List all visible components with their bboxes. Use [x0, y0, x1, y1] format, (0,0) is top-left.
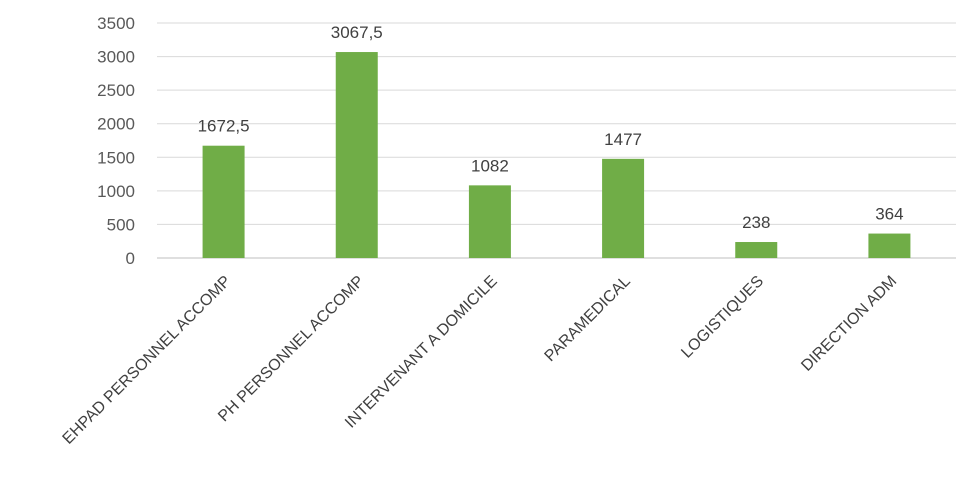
y-tick-label: 0	[126, 249, 135, 268]
bars	[202, 52, 911, 258]
y-tick-label: 2500	[97, 81, 135, 100]
bar-data-label: 3067,5	[331, 23, 383, 42]
y-tick-label: 2000	[97, 115, 135, 134]
bar-data-label: 1082	[471, 156, 509, 175]
bar	[202, 145, 245, 258]
category-label: LOGISTIQUES	[678, 273, 767, 362]
bar-data-label: 364	[875, 205, 903, 224]
bar-data-label: 1672,5	[198, 117, 250, 136]
y-tick-label: 3500	[97, 14, 135, 33]
y-tick-label: 3000	[97, 48, 135, 67]
category-label: INTERVENANT A DOMICILE	[342, 273, 501, 432]
bar	[335, 52, 378, 258]
bar	[735, 242, 778, 258]
gridlines	[157, 22, 956, 259]
bar	[468, 185, 511, 258]
y-tick-label: 500	[107, 215, 135, 234]
y-tick-label: 1500	[97, 148, 135, 167]
y-axis-ticks: 0 500 1000 1500 2000 2500 3000 3500	[97, 14, 135, 268]
data-labels: 1672,5 3067,5 1082 1477 238 364	[198, 23, 904, 232]
category-label: PARAMEDICAL	[542, 273, 634, 365]
category-label: EHPAD PERSONNEL ACCOMP	[60, 273, 235, 448]
y-tick-label: 1000	[97, 182, 135, 201]
bar	[868, 233, 911, 258]
category-label: DIRECTION ADM	[798, 273, 900, 375]
bar	[602, 158, 645, 258]
bar-data-label: 1477	[604, 130, 642, 149]
bar-data-label: 238	[742, 213, 770, 232]
category-label: PH PERSONNEL ACCOMP	[215, 273, 367, 425]
